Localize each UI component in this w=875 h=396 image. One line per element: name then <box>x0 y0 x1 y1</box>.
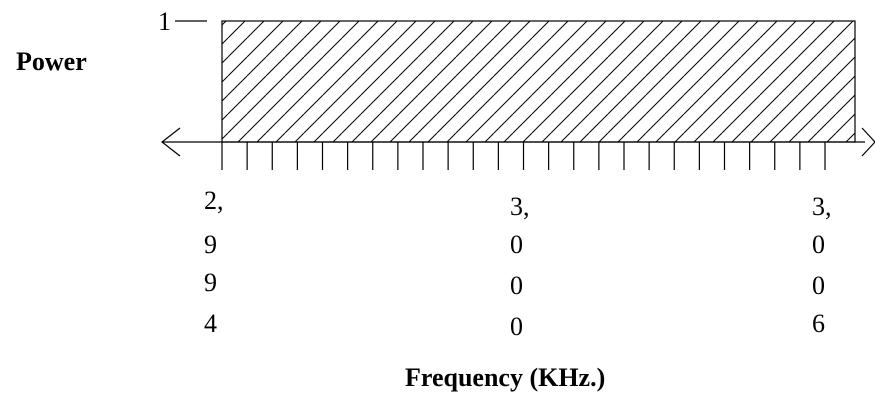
y-tick-label: 1 <box>158 7 171 36</box>
x-tick-labels: 2, 9 9 4 3, 0 0 0 3, 0 0 6 <box>204 186 832 341</box>
x-axis-label: Frequency (KHz.) <box>405 363 605 392</box>
x-tick-3000-line1: 3, <box>510 192 530 221</box>
x-axis-ticks <box>221 142 826 170</box>
x-tick-3000-line3: 0 <box>510 271 523 300</box>
left-arrow-icon <box>161 127 181 157</box>
x-tick-3006-line4: 6 <box>812 309 825 338</box>
band-rectangle <box>221 20 856 143</box>
x-tick-3006-line3: 0 <box>812 271 825 300</box>
x-tick-3000-line2: 0 <box>510 230 523 259</box>
x-tick-2994-line3: 9 <box>204 268 217 297</box>
right-arrow-icon <box>861 127 875 157</box>
x-tick-2994-line2: 9 <box>204 230 217 259</box>
x-tick-3000-line4: 0 <box>510 312 523 341</box>
x-tick-2994-line1: 2, <box>204 186 224 215</box>
x-tick-3006-line2: 0 <box>812 230 825 259</box>
x-tick-2994-line4: 4 <box>204 309 217 338</box>
y-axis-label: Power <box>16 47 87 76</box>
x-tick-3006-line1: 3, <box>812 192 832 221</box>
